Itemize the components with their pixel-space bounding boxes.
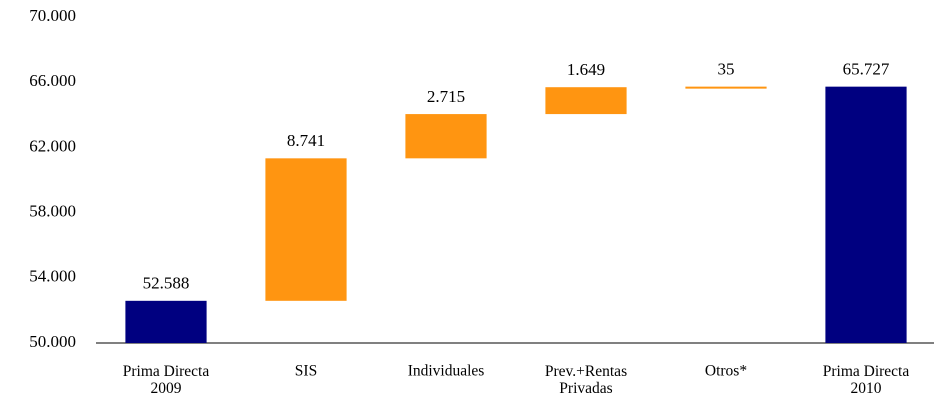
data-label: 2.715 — [427, 87, 465, 106]
data-label: 52.588 — [143, 274, 190, 293]
x-tick-label: Prima Directa 2009 — [123, 363, 210, 397]
bar — [685, 86, 767, 89]
x-tick-label: Prima Directa 2010 — [823, 363, 910, 397]
bar — [825, 86, 907, 343]
x-tick-label: Individuales — [408, 363, 485, 380]
y-tick-label: 66.000 — [29, 71, 76, 90]
data-label: 35 — [718, 60, 735, 79]
x-tick-label: SIS — [295, 363, 317, 380]
bar — [545, 87, 627, 115]
y-tick-label: 50.000 — [29, 332, 76, 351]
bar — [265, 158, 347, 301]
y-tick-label: 58.000 — [29, 202, 76, 221]
y-tick-label: 62.000 — [29, 136, 76, 155]
data-label: 1.649 — [567, 60, 605, 79]
x-tick-label: Prev.+Rentas Privadas — [545, 363, 627, 397]
y-tick-label: 70.000 — [29, 6, 76, 25]
data-label: 8.741 — [287, 131, 325, 150]
bar — [405, 114, 487, 159]
y-tick-label: 54.000 — [29, 267, 76, 286]
x-tick-label: Otros* — [705, 363, 747, 380]
data-label: 65.727 — [843, 60, 890, 79]
bar — [125, 300, 207, 343]
